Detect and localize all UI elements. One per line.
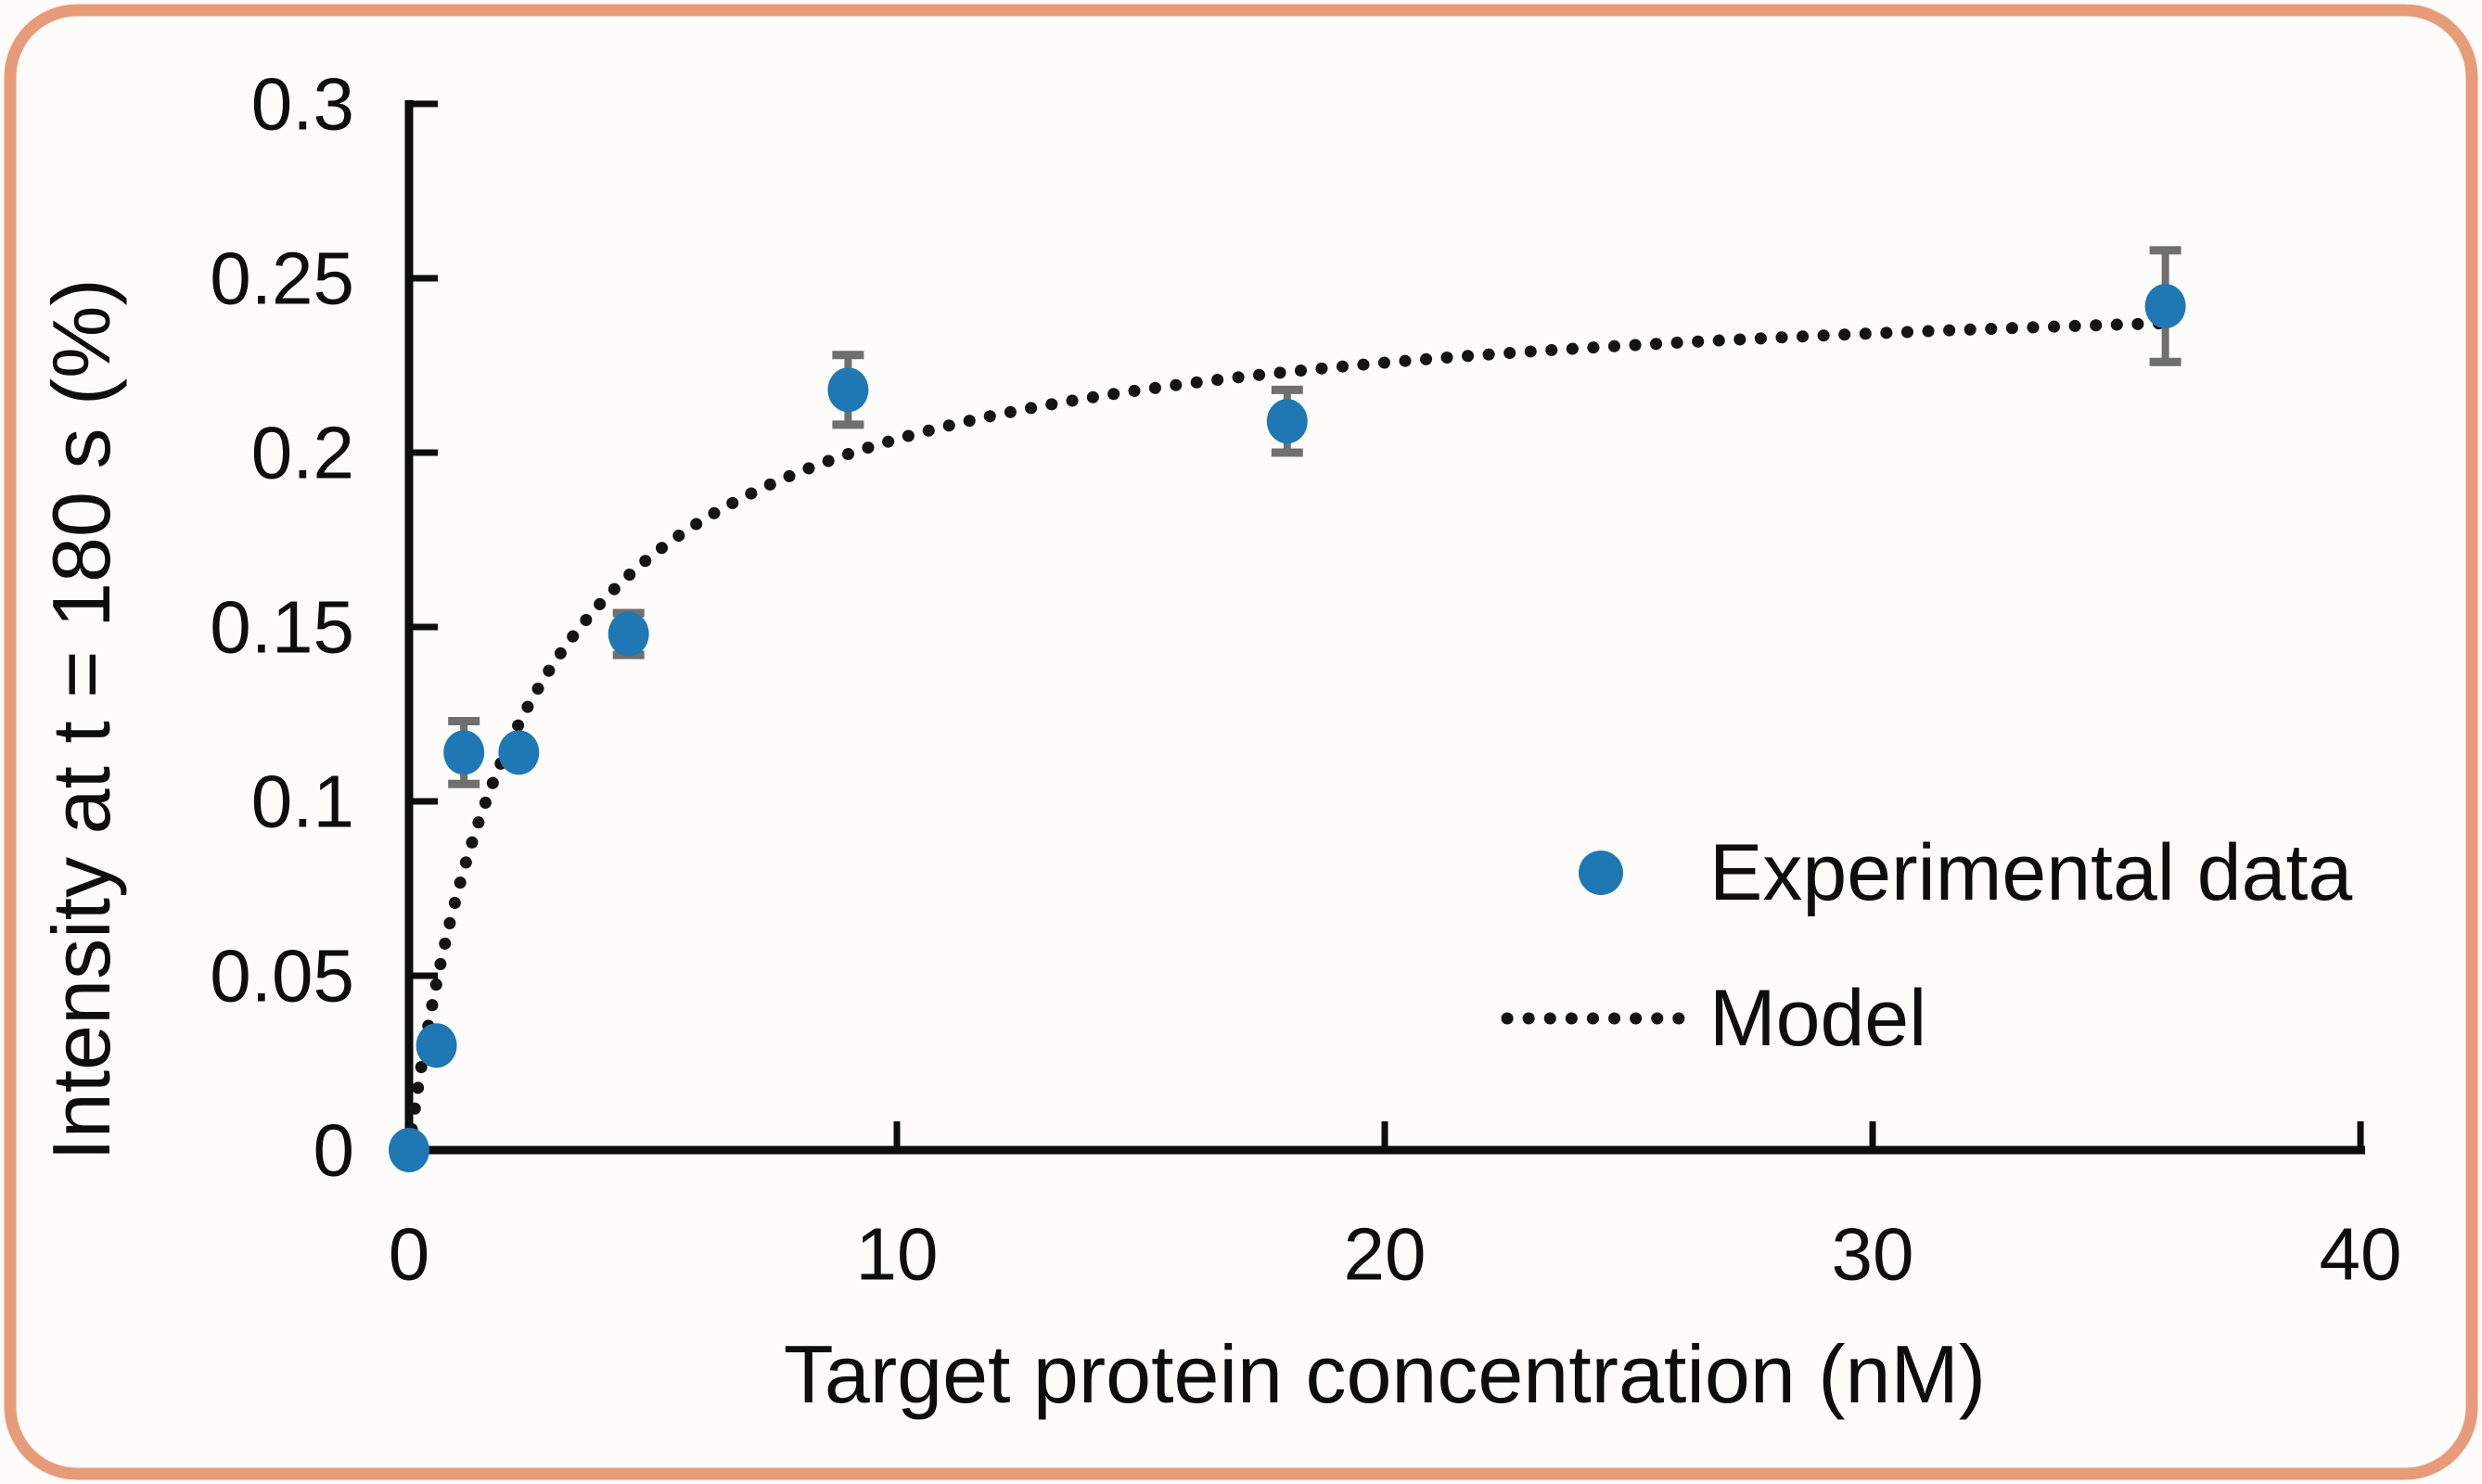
data-point <box>416 1023 457 1068</box>
y-tick-label: 0.05 <box>210 935 354 1017</box>
legend-label: Model <box>1709 974 1926 1063</box>
data-point <box>498 730 540 775</box>
y-tick-label: 0.2 <box>251 412 354 494</box>
axes: 0 10 20 30 40 0 0.05 0.1 0.15 0.2 0.25 0.3 <box>210 63 2401 1296</box>
data-point <box>2144 284 2186 329</box>
y-tick-label: 0.1 <box>251 761 354 843</box>
legend: Experimental data Model <box>1501 828 2352 1063</box>
y-tick-label: 0 <box>313 1109 355 1192</box>
y-tick-label: 0.3 <box>251 63 354 146</box>
data-point <box>443 730 485 775</box>
y-tick-label: 0.25 <box>210 237 354 320</box>
x-axis-title: Target protein concentration (nM) <box>784 1328 1986 1420</box>
x-tick-label: 40 <box>2320 1213 2402 1296</box>
data-point <box>608 611 649 657</box>
legend-label: Experimental data <box>1709 828 2352 917</box>
x-tick-label: 0 <box>389 1213 430 1296</box>
figure-border <box>4 4 2478 1480</box>
y-axis-title: Intensity at t = 180 s (%) <box>35 278 127 1160</box>
legend-marker-circle <box>1579 851 1623 895</box>
data-point <box>389 1128 429 1172</box>
x-tick-label: 20 <box>1344 1213 1427 1296</box>
data-point <box>1266 399 1308 444</box>
y-tick-label: 0.15 <box>210 586 354 669</box>
data-point <box>827 367 869 413</box>
x-tick-label: 30 <box>1832 1213 1914 1296</box>
x-tick-label: 10 <box>856 1213 939 1296</box>
data-points <box>389 284 2186 1172</box>
